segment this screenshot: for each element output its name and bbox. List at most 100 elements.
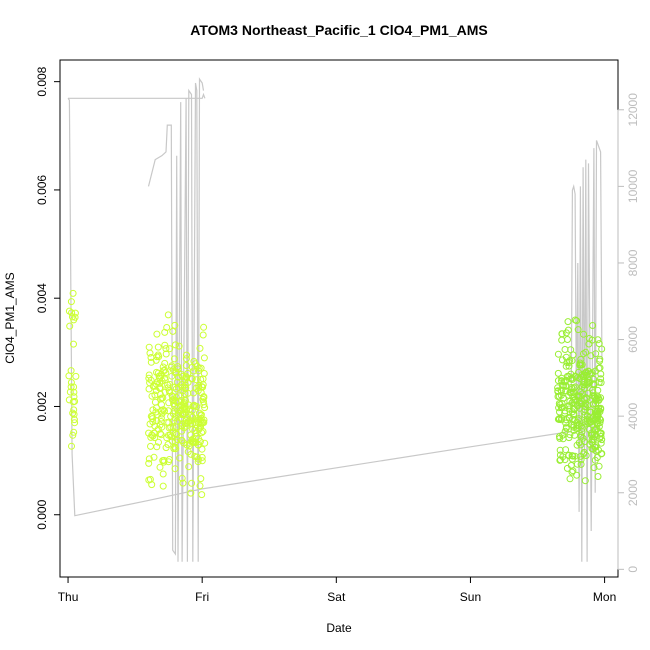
- data-point: [145, 476, 153, 484]
- data-point: [590, 400, 597, 408]
- data-point: [158, 401, 165, 409]
- data-point: [188, 436, 196, 444]
- data-point: [149, 432, 157, 440]
- data-point: [69, 409, 77, 417]
- data-point: [165, 456, 173, 463]
- data-point: [201, 439, 209, 447]
- data-point: [198, 491, 206, 499]
- data-point: [178, 474, 186, 482]
- data-point: [184, 389, 192, 397]
- data-point: [158, 410, 166, 418]
- data-point: [157, 431, 165, 439]
- data-point: [573, 460, 581, 468]
- data-point: [565, 434, 573, 442]
- data-point: [565, 405, 573, 413]
- data-point: [161, 341, 169, 349]
- y2-tick-label: 0: [626, 566, 640, 573]
- data-point: [554, 350, 562, 358]
- data-point: [590, 464, 598, 472]
- data-point: [71, 419, 79, 427]
- data-point: [169, 424, 177, 432]
- data-point: [595, 462, 603, 470]
- data-point: [145, 374, 153, 382]
- data-point: [172, 438, 180, 446]
- data-point: [165, 419, 173, 427]
- data-point: [150, 453, 158, 461]
- data-point: [67, 367, 75, 375]
- data-point: [183, 351, 190, 359]
- data-point: [597, 375, 605, 383]
- data-point: [554, 387, 562, 395]
- data-point: [155, 438, 162, 446]
- data-point: [65, 307, 73, 315]
- data-point: [587, 370, 595, 378]
- y-axis: 0.000 0.002 0.004 0.006 0.008: [35, 66, 60, 530]
- data-point: [562, 423, 570, 431]
- y2-axis: 0 2000 4000 6000 8000 10000 12000: [617, 93, 640, 573]
- data-point: [580, 448, 588, 456]
- data-point: [172, 429, 180, 437]
- data-point: [571, 383, 579, 391]
- data-point: [179, 372, 186, 380]
- data-point: [583, 417, 591, 425]
- data-point: [569, 415, 576, 423]
- data-point: [556, 401, 564, 409]
- data-point: [554, 369, 562, 377]
- data-point: [199, 383, 207, 391]
- data-point: [154, 343, 162, 351]
- y-tick-label: 0.004: [35, 283, 49, 313]
- data-point: [145, 371, 153, 379]
- data-point: [149, 418, 157, 426]
- data-point: [153, 353, 161, 361]
- data-point: [558, 414, 566, 422]
- data-point: [591, 456, 599, 464]
- data-point: [197, 419, 205, 427]
- data-point: [198, 445, 206, 453]
- data-point: [180, 399, 188, 406]
- data-point: [191, 452, 199, 460]
- data-point: [70, 383, 78, 391]
- data-point: [559, 394, 567, 402]
- data-point: [153, 330, 161, 338]
- data-point: [594, 386, 602, 394]
- data-point: [566, 475, 574, 483]
- data-point: [597, 439, 605, 447]
- data-point: [594, 473, 602, 480]
- x-tick-label: Sat: [327, 590, 346, 604]
- data-point: [561, 346, 569, 353]
- data-point: [68, 309, 76, 317]
- data-point: [593, 411, 601, 419]
- data-point: [561, 409, 569, 417]
- data-point: [183, 441, 191, 449]
- data-point: [169, 429, 177, 437]
- x-axis-label: Date: [326, 621, 352, 635]
- data-point: [557, 456, 564, 464]
- data-point: [187, 375, 195, 382]
- data-point: [179, 479, 187, 487]
- y2-tick-label: 2000: [626, 479, 640, 506]
- data-point: [192, 376, 200, 384]
- data-point: [156, 430, 164, 438]
- data-point: [587, 352, 595, 360]
- data-point: [198, 457, 206, 465]
- data-point: [145, 385, 153, 393]
- data-point: [562, 353, 570, 361]
- data-point: [171, 321, 179, 329]
- data-point: [578, 370, 586, 378]
- data-points: [65, 289, 606, 499]
- data-point: [152, 380, 160, 388]
- data-point: [568, 376, 576, 383]
- data-point: [594, 407, 601, 415]
- data-point: [194, 458, 202, 466]
- data-point: [574, 326, 582, 334]
- data-point: [68, 313, 76, 321]
- data-point: [555, 400, 563, 407]
- data-point: [164, 384, 172, 392]
- data-point: [196, 482, 204, 490]
- data-point: [561, 427, 569, 435]
- data-point: [169, 393, 177, 401]
- data-point: [573, 401, 581, 409]
- data-point: [166, 345, 174, 353]
- data-point: [571, 316, 579, 324]
- data-point: [169, 327, 177, 335]
